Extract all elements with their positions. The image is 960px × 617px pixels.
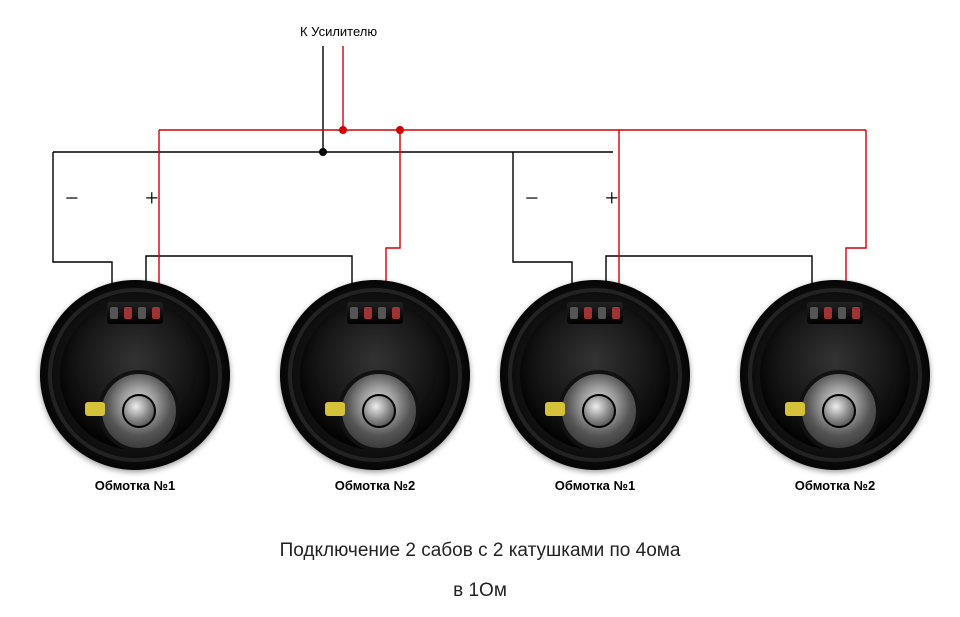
junction-node [319, 148, 327, 156]
coil-label: Обмотка №2 [740, 478, 930, 493]
speaker-coil [280, 280, 470, 470]
terminal-block [567, 302, 623, 324]
coil-label: Обмотка №1 [40, 478, 230, 493]
caption-line-2: в 1Ом [0, 580, 960, 602]
caption-line-1: Подключение 2 сабов с 2 катушками по 4ом… [0, 540, 960, 562]
terminal-block [107, 302, 163, 324]
negative-wire [513, 152, 572, 302]
polarity-minus: − [65, 186, 79, 213]
polarity-minus: − [525, 186, 539, 213]
terminal-block [347, 302, 403, 324]
junction-node [339, 126, 347, 134]
diagram-stage: К Усилителю − + − + Обмотка №1 Обмотка №2 Обм… [0, 0, 960, 617]
speaker-coil [40, 280, 230, 470]
coil-label: Обмотка №1 [500, 478, 690, 493]
polarity-plus: + [145, 186, 159, 213]
amplifier-label: К Усилителю [300, 24, 377, 39]
terminal-block [807, 302, 863, 324]
speaker-coil [740, 280, 930, 470]
speaker-coil [500, 280, 690, 470]
polarity-plus: + [605, 186, 619, 213]
negative-wire [53, 152, 112, 302]
junction-node [396, 126, 404, 134]
coil-label: Обмотка №2 [280, 478, 470, 493]
positive-wire [846, 130, 866, 302]
positive-wire [386, 130, 400, 302]
